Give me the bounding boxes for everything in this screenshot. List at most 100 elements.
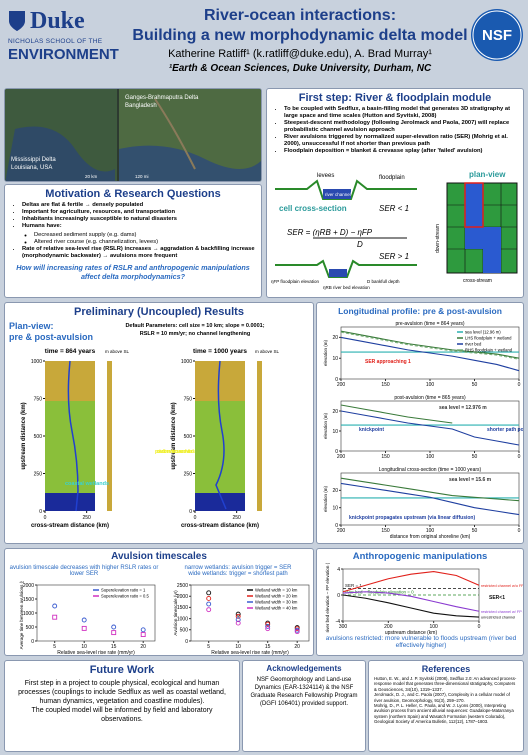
x-label: Relative sea-level rise rate (mm/yr) bbox=[211, 650, 289, 655]
legend-label: LHS floodplain + wetland bbox=[465, 336, 512, 341]
y-tick-label: 20 bbox=[332, 409, 338, 415]
x-tick-label: 100 bbox=[426, 382, 435, 388]
series-label: restricted channel w/ FP deposition bbox=[481, 610, 523, 614]
y-tick-label: 1000 bbox=[177, 616, 188, 622]
y-tick-label: 500 bbox=[180, 628, 189, 634]
y-tick-label: 0 bbox=[189, 509, 192, 515]
subtitle: Plan-view: bbox=[9, 321, 54, 331]
series-label: unrestricted channel bbox=[481, 616, 515, 620]
scatter-chart: 0 500 1000 1500 2000 5 10 15 20 Relative sea-leve… bbox=[19, 581, 156, 655]
point bbox=[235, 617, 241, 623]
y-tick-label: 0 bbox=[31, 639, 34, 645]
colorbar-label: m above SL bbox=[255, 349, 280, 354]
environment: ENVIRONMENT bbox=[8, 46, 119, 63]
annotation: sea level = 12.976 m bbox=[439, 405, 487, 411]
x-tick-label: 200 bbox=[337, 528, 346, 534]
y-tick-label: 1500 bbox=[177, 605, 188, 611]
label: D bankfull depth bbox=[367, 279, 400, 284]
photo-label: Louisiana, USA bbox=[11, 165, 52, 171]
y-label: Avulsion timescale (yr) bbox=[173, 590, 178, 636]
y-label: elevation (m) bbox=[323, 412, 328, 439]
point bbox=[206, 601, 212, 607]
text: First step in a project to couple physic… bbox=[18, 680, 226, 705]
photo-art: Mississippi Delta Louisiana, USA 20 km G… bbox=[5, 89, 261, 181]
y-tick-label: 500 bbox=[184, 434, 193, 440]
label: ηFP floodplain elevation bbox=[271, 279, 319, 284]
chart-title: post-avulsion (time = 865 years) bbox=[394, 395, 466, 401]
point bbox=[140, 627, 146, 633]
y-tick-label: 10 bbox=[332, 429, 338, 435]
line bbox=[342, 571, 480, 593]
legend-label: Wetland width = 20 km bbox=[255, 594, 298, 599]
point bbox=[265, 621, 271, 627]
point bbox=[206, 595, 212, 601]
y-tick-label: 750 bbox=[184, 397, 193, 403]
bullet: Floodplain deposition = blanket & crevas… bbox=[284, 148, 518, 155]
y-tick-label: 0 bbox=[335, 449, 338, 455]
note-line: narrow wetlands: avulsion trigger = SER bbox=[184, 565, 292, 571]
x-tick-label: 20 bbox=[140, 644, 146, 650]
authors: Katherine Ratliff¹ (k.ratliff@duke.edu),… bbox=[168, 48, 432, 60]
section-title: Motivation & Research Questions bbox=[45, 188, 221, 200]
bullet: Steepest-descent methodology (following … bbox=[284, 120, 518, 134]
label: SER > 1 bbox=[379, 252, 409, 261]
bullet: River avulsions triggered by normalized … bbox=[284, 134, 518, 148]
text: NSF Geomorphology and Land-use Dynamics … bbox=[250, 677, 358, 707]
label: cell cross-section bbox=[279, 204, 347, 213]
point bbox=[111, 624, 117, 630]
line bbox=[340, 410, 520, 446]
point bbox=[235, 620, 241, 626]
point bbox=[294, 629, 300, 635]
section-title: Acknowledgements bbox=[266, 664, 342, 673]
section-title: Longitudinal profile: pre & post-avulsio… bbox=[338, 306, 502, 316]
x-tick-label: 0 bbox=[518, 382, 521, 388]
profile-chart: Longitudinal cross-section (time = 1000 … bbox=[323, 467, 521, 540]
line bbox=[340, 331, 520, 360]
note: narrow wetlands: avulsion trigger = SER w… bbox=[163, 565, 313, 577]
point bbox=[294, 626, 300, 632]
line bbox=[340, 482, 520, 516]
x-tick-label: 100 bbox=[429, 624, 438, 630]
x-tick-label: 250 bbox=[82, 515, 91, 521]
label: levees bbox=[317, 173, 334, 179]
y-tick-label: 250 bbox=[34, 472, 43, 478]
y-tick-label: 0 bbox=[335, 523, 338, 529]
map-title: time = 864 years bbox=[45, 348, 96, 355]
anthro: Anthropogenic manipulations -4 0 4 300 200 10… bbox=[316, 548, 524, 656]
profile-chart: pre-avulsion (time = 864 years) 0 10 20 200 1… bbox=[323, 321, 521, 388]
x-tick-label: 0 bbox=[44, 515, 47, 521]
note: avulsion timescale decreases with higher… bbox=[9, 565, 159, 577]
y-tick-label: 500 bbox=[34, 434, 43, 440]
y-tick-label: 20 bbox=[332, 335, 338, 341]
grid-diagram bbox=[446, 182, 518, 274]
label: floodplain bbox=[379, 175, 405, 181]
params: RSLR = 10 mm/yr; no channel lengthening bbox=[140, 331, 250, 337]
y-tick-label: 1000 bbox=[23, 611, 34, 617]
x-tick-label: 0 bbox=[518, 454, 521, 460]
y-tick-label: 0 bbox=[337, 593, 340, 599]
chart-title: pre-avulsion (time = 864 years) bbox=[395, 321, 464, 327]
avulsion: Avulsion timescales avulsion timescale d… bbox=[4, 548, 314, 656]
y-label: Average time between avulsions (yr) bbox=[19, 581, 24, 649]
label: SER < 1 bbox=[379, 204, 409, 213]
ref: Hutton, E. W., and J. P. Syvitski (2008)… bbox=[374, 676, 517, 692]
x-tick-label: 150 bbox=[381, 382, 390, 388]
y-tick-label: 1000 bbox=[181, 359, 192, 365]
y-tick-label: 0 bbox=[335, 377, 338, 383]
bullet: Important for agriculture, resources, an… bbox=[22, 209, 256, 216]
legend-label: Wetland width = 10 km bbox=[255, 588, 298, 593]
bullet: To be coupled with Sedflux, a basin-fill… bbox=[284, 106, 518, 120]
y-tick-label: 250 bbox=[184, 472, 193, 478]
y-tick-label: 10 bbox=[332, 356, 338, 362]
river bbox=[215, 360, 227, 510]
section-title: First step: River & floodplain module bbox=[298, 92, 492, 104]
first-step: First step: River & floodplain module To… bbox=[266, 88, 524, 298]
results: Preliminary (Uncoupled) Results Plan-vie… bbox=[4, 302, 314, 544]
x-tick-label: 100 bbox=[426, 454, 435, 460]
profile-chart: post-avulsion (time = 865 years) 0 10 20 200… bbox=[323, 395, 523, 460]
photo-label: Ganges-Brahmaputra Delta bbox=[125, 95, 199, 101]
reference-label: SER = 1 bbox=[345, 583, 362, 588]
bullets: Deltas are flat & fertile → densely popu… bbox=[10, 202, 256, 260]
x-tick-label: 150 bbox=[381, 454, 390, 460]
results-art: Preliminary (Uncoupled) Results Plan-vie… bbox=[9, 306, 280, 529]
